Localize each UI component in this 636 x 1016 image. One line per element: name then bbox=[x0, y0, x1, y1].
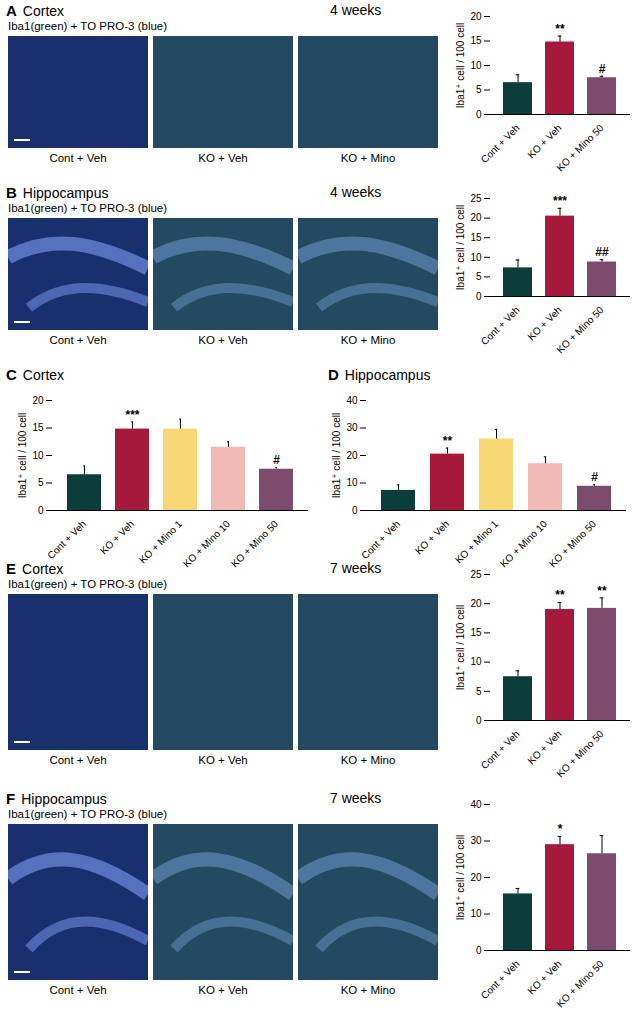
html-text:7 weeks: 7 weeks bbox=[330, 790, 382, 806]
svg-text:***: *** bbox=[125, 408, 139, 422]
svg-text:30: 30 bbox=[346, 422, 358, 433]
svg-text:KO + Mino 10: KO + Mino 10 bbox=[181, 518, 233, 570]
svg-text:KO + Mino 1: KO + Mino 1 bbox=[137, 518, 185, 566]
svg-text:0: 0 bbox=[352, 505, 358, 516]
svg-text:10: 10 bbox=[470, 908, 482, 919]
svg-text:KO + Mino 1: KO + Mino 1 bbox=[453, 518, 501, 566]
html-text:Iba1(green) + TO PRO-3 (blue): Iba1(green) + TO PRO-3 (blue) bbox=[8, 808, 168, 820]
svg-text:Iba1⁺ cell / 100 cell: Iba1⁺ cell / 100 cell bbox=[331, 413, 342, 498]
html-text:KO + Mino: KO + Mino bbox=[340, 152, 396, 164]
html-text:F Hippocampus: F Hippocampus bbox=[6, 790, 107, 807]
svg-text:10: 10 bbox=[32, 450, 44, 461]
svg-text:Iba1⁺ cell / 100 cell: Iba1⁺ cell / 100 cell bbox=[455, 205, 466, 290]
svg-text:10: 10 bbox=[470, 60, 482, 71]
svg-text:10: 10 bbox=[346, 477, 358, 488]
svg-text:20: 20 bbox=[470, 872, 482, 883]
svg-text:Iba1⁺ cell / 100 cell: Iba1⁺ cell / 100 cell bbox=[17, 413, 28, 498]
svg-text:**: ** bbox=[555, 22, 565, 36]
svg-text:0: 0 bbox=[476, 715, 482, 726]
svg-text:40: 40 bbox=[346, 395, 358, 406]
svg-text:Iba1⁺ cell / 100 cell: Iba1⁺ cell / 100 cell bbox=[455, 23, 466, 108]
html-text:E: E bbox=[6, 560, 16, 577]
svg-text:KO + Mino 50: KO + Mino 50 bbox=[554, 304, 606, 356]
svg-text:5: 5 bbox=[476, 84, 482, 95]
html-text:B Hippocampus: B Hippocampus bbox=[6, 184, 109, 201]
html-text:KO + Veh: KO + Veh bbox=[198, 334, 248, 346]
svg-text:5: 5 bbox=[476, 271, 482, 282]
svg-text:KO + Veh: KO + Veh bbox=[525, 728, 563, 766]
html-text:Iba1(green) + TO PRO-3 (blue): Iba1(green) + TO PRO-3 (blue) bbox=[8, 20, 168, 32]
svg-text:20: 20 bbox=[470, 11, 482, 22]
html-text:KO + Mino: KO + Mino bbox=[340, 754, 396, 766]
svg-text:Cont + Veh: Cont + Veh bbox=[479, 728, 522, 771]
svg-text:KO + Veh: KO + Veh bbox=[525, 122, 563, 160]
svg-text:KO + Mino 10: KO + Mino 10 bbox=[498, 518, 550, 570]
html-text:A Cortex: A Cortex bbox=[6, 2, 65, 19]
svg-text:KO + Veh: KO + Veh bbox=[413, 518, 451, 556]
html-text:C Cortex: C Cortex bbox=[6, 366, 65, 383]
svg-text:#: # bbox=[273, 453, 280, 467]
svg-text:15: 15 bbox=[470, 627, 482, 638]
svg-text:5: 5 bbox=[476, 686, 482, 697]
html-text:Cont + Veh: Cont + Veh bbox=[49, 334, 107, 346]
svg-text:***: *** bbox=[553, 194, 567, 208]
svg-text:0: 0 bbox=[476, 945, 482, 956]
svg-text:0: 0 bbox=[38, 505, 44, 516]
html-text:7 weeks: 7 weeks bbox=[330, 560, 382, 576]
svg-text:20: 20 bbox=[346, 450, 358, 461]
html-text:Iba1(green) + TO PRO-3 (blue): Iba1(green) + TO PRO-3 (blue) bbox=[8, 578, 168, 590]
svg-text:#: # bbox=[591, 470, 598, 484]
html-text:KO + Veh: KO + Veh bbox=[198, 754, 248, 766]
svg-text:40: 40 bbox=[470, 799, 482, 810]
svg-text:KO + Mino 50: KO + Mino 50 bbox=[554, 122, 606, 174]
svg-text:Cont + Veh: Cont + Veh bbox=[45, 518, 88, 561]
html-text:Cortex: Cortex bbox=[22, 561, 64, 577]
svg-text:**: ** bbox=[555, 588, 565, 602]
svg-text:KO + Mino 50: KO + Mino 50 bbox=[547, 518, 599, 570]
svg-text:Iba1⁺ cell / 100 cell: Iba1⁺ cell / 100 cell bbox=[455, 835, 466, 920]
svg-text:15: 15 bbox=[32, 422, 44, 433]
svg-text:Cont + Veh: Cont + Veh bbox=[479, 122, 522, 165]
svg-text:15: 15 bbox=[470, 232, 482, 243]
html-text:Cont + Veh: Cont + Veh bbox=[49, 152, 107, 164]
svg-text:10: 10 bbox=[470, 656, 482, 667]
svg-text:Cont + Veh: Cont + Veh bbox=[479, 304, 522, 347]
svg-text:Cont + Veh: Cont + Veh bbox=[479, 958, 522, 1001]
html-text:Cont + Veh: Cont + Veh bbox=[49, 984, 107, 996]
svg-text:Cont + Veh: Cont + Veh bbox=[359, 518, 402, 561]
svg-text:5: 5 bbox=[38, 477, 44, 488]
svg-text:20: 20 bbox=[32, 395, 44, 406]
svg-text:KO + Mino 50: KO + Mino 50 bbox=[554, 728, 606, 780]
html-text:KO + Veh: KO + Veh bbox=[198, 984, 248, 996]
svg-text:**: ** bbox=[443, 434, 453, 448]
html-text:D Hippocampus: D Hippocampus bbox=[328, 366, 431, 383]
html-text:4 weeks: 4 weeks bbox=[330, 184, 382, 200]
svg-text:25: 25 bbox=[470, 193, 482, 204]
svg-text:KO + Veh: KO + Veh bbox=[525, 958, 563, 996]
svg-text:Iba1⁺ cell / 100 cell: Iba1⁺ cell / 100 cell bbox=[455, 605, 466, 690]
svg-text:0: 0 bbox=[476, 291, 482, 302]
svg-text:25: 25 bbox=[470, 569, 482, 580]
svg-text:KO + Veh: KO + Veh bbox=[98, 518, 136, 556]
svg-text:##: ## bbox=[595, 245, 609, 259]
svg-text:20: 20 bbox=[470, 598, 482, 609]
html-text:KO + Veh: KO + Veh bbox=[198, 152, 248, 164]
html-text:Iba1(green) + TO PRO-3 (blue): Iba1(green) + TO PRO-3 (blue) bbox=[8, 202, 168, 214]
html-text:4 weeks: 4 weeks bbox=[330, 2, 382, 18]
svg-text:KO + Veh: KO + Veh bbox=[525, 304, 563, 342]
svg-text:KO + Mino 50: KO + Mino 50 bbox=[229, 518, 281, 570]
svg-text:*: * bbox=[558, 822, 563, 836]
svg-text:KO + Mino 50: KO + Mino 50 bbox=[554, 958, 606, 1010]
svg-text:20: 20 bbox=[470, 212, 482, 223]
svg-text:15: 15 bbox=[470, 35, 482, 46]
svg-text:30: 30 bbox=[470, 835, 482, 846]
svg-text:0: 0 bbox=[476, 109, 482, 120]
html-text:KO + Mino: KO + Mino bbox=[340, 334, 396, 346]
svg-text:#: # bbox=[599, 62, 606, 76]
html-text:KO + Mino: KO + Mino bbox=[340, 984, 396, 996]
html-text:Cont + Veh: Cont + Veh bbox=[49, 754, 107, 766]
svg-text:**: ** bbox=[597, 584, 607, 598]
svg-text:10: 10 bbox=[470, 252, 482, 263]
